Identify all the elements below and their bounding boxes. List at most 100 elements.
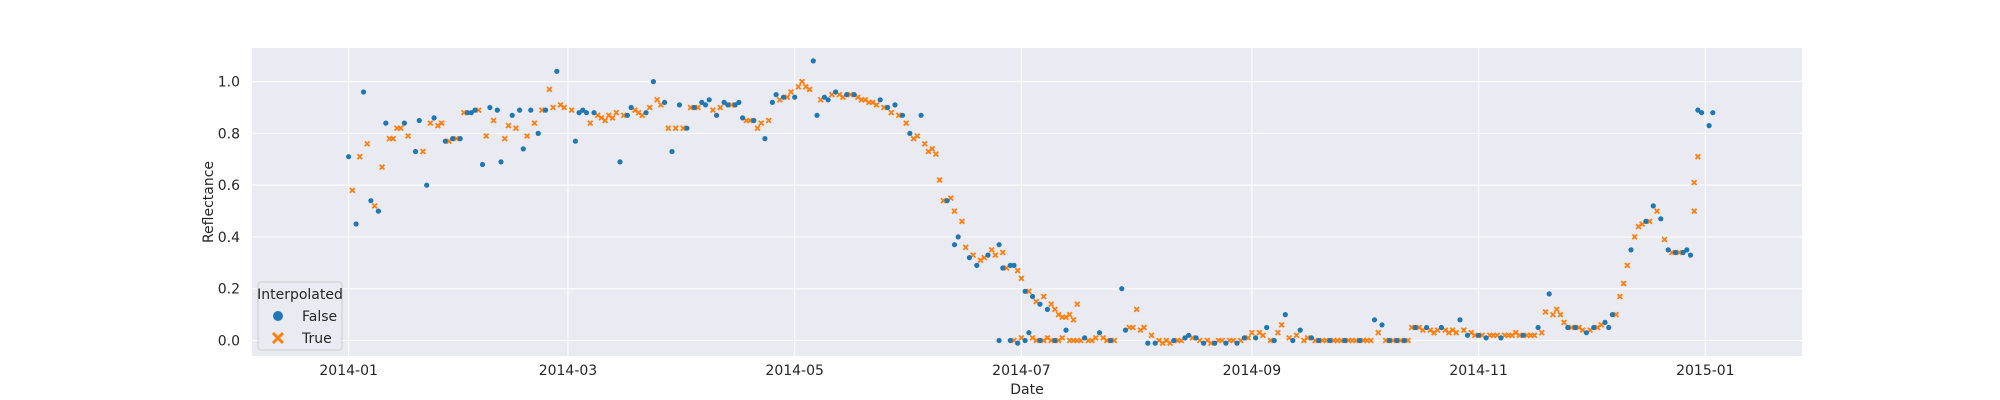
data-point-false — [1572, 324, 1578, 331]
data-point-false — [725, 102, 731, 108]
data-point-false — [1000, 265, 1006, 271]
data-point-true — [550, 104, 557, 111]
data-point-true — [1092, 334, 1099, 341]
data-point-false — [1241, 335, 1247, 341]
data-point-true-stroke — [1051, 306, 1058, 313]
data-point-false — [643, 110, 649, 116]
data-point-true — [1471, 332, 1478, 339]
data-point-true — [531, 120, 538, 127]
data-point-true-stroke — [1033, 298, 1040, 305]
data-point-true-stroke — [1219, 337, 1226, 344]
data-point-true-stroke — [460, 109, 467, 116]
data-point-false — [1026, 330, 1032, 336]
data-point-true-stroke — [1267, 337, 1274, 344]
data-point-true — [1516, 332, 1523, 339]
data-point-false — [528, 107, 534, 113]
data-point-true-stroke — [940, 197, 947, 204]
data-point-true — [1404, 337, 1412, 344]
data-point-false — [1684, 247, 1690, 253]
data-point-true — [1620, 280, 1627, 287]
data-point-false — [702, 102, 709, 108]
data-point-true-stroke — [1691, 179, 1698, 186]
data-point-true-stroke — [538, 107, 545, 114]
data-point-true — [1304, 334, 1311, 341]
data-point-true-stroke — [687, 104, 694, 111]
data-point-true — [847, 91, 854, 98]
data-point-true — [568, 107, 575, 114]
data-point-true-stroke — [1352, 337, 1360, 344]
data-point-true-stroke — [1111, 337, 1118, 344]
data-point-true-stroke — [1070, 316, 1077, 323]
data-point-true-stroke — [1129, 324, 1136, 331]
data-point-true — [1408, 324, 1415, 331]
data-point-true — [1661, 236, 1668, 243]
y-tick-label: 0.2 — [218, 282, 240, 298]
data-point-true-stroke — [1018, 334, 1025, 341]
x-tick-label: 2014-11 — [1449, 363, 1508, 379]
data-point-true-stroke — [550, 104, 557, 111]
data-point-true — [1646, 218, 1653, 225]
data-point-true — [1653, 208, 1661, 215]
data-point-false — [360, 89, 367, 95]
data-point-true-stroke — [836, 91, 843, 98]
data-point-false — [951, 242, 958, 248]
data-point-true-stroke — [483, 132, 490, 140]
data-point-true — [419, 148, 427, 155]
data-point-true — [602, 117, 609, 124]
data-point-true-stroke — [1404, 337, 1412, 344]
data-point-false — [810, 58, 816, 64]
data-point-true-stroke — [1092, 334, 1099, 341]
data-point-true — [806, 86, 813, 93]
data-point-true-stroke — [1274, 329, 1281, 336]
data-point-true-stroke — [524, 132, 531, 140]
data-point-false — [479, 161, 486, 168]
data-point-false — [1606, 324, 1612, 331]
data-point-false — [792, 94, 798, 100]
data-point-false — [966, 255, 973, 261]
legend-label-false: False — [302, 309, 337, 325]
data-point-true — [1066, 311, 1073, 318]
data-point-true-stroke — [895, 112, 902, 119]
data-point-true-stroke — [787, 88, 795, 96]
data-point-true — [1694, 153, 1701, 160]
data-point-true-stroke — [587, 120, 594, 127]
data-point-false — [1699, 110, 1705, 116]
data-point-false — [1201, 340, 1207, 346]
data-point-false — [1082, 335, 1088, 341]
data-point-true-stroke — [654, 96, 661, 103]
data-point-true — [1248, 329, 1255, 336]
data-point-true — [475, 107, 482, 114]
data-point-false — [751, 117, 757, 124]
data-point-true-stroke — [1542, 308, 1549, 316]
data-point-false — [346, 154, 352, 160]
x-tick-label: 2014-03 — [539, 363, 598, 379]
data-point-true — [620, 112, 627, 119]
data-point-true — [609, 114, 616, 121]
data-point-true-stroke — [1416, 324, 1423, 331]
data-point-true-stroke — [958, 218, 966, 225]
data-point-false — [1030, 293, 1036, 300]
data-point-true-stroke — [1100, 334, 1107, 341]
data-point-false — [885, 104, 891, 111]
data-point-true — [687, 104, 694, 111]
data-point-true-stroke — [1293, 332, 1300, 339]
data-point-false — [814, 112, 820, 118]
data-point-true-stroke — [1390, 337, 1397, 344]
data-point-true — [1538, 329, 1545, 336]
data-point-false — [955, 234, 961, 240]
data-point-false — [416, 117, 422, 124]
data-point-false — [825, 97, 831, 103]
data-point-true-stroke — [1691, 208, 1698, 215]
data-point-false — [1386, 337, 1392, 344]
data-point-true-stroke — [1668, 249, 1675, 256]
data-point-true — [1048, 301, 1055, 308]
data-point-false — [851, 92, 857, 98]
data-point-false — [1371, 317, 1378, 323]
data-point-true — [646, 104, 653, 111]
data-point-false — [1145, 340, 1151, 346]
data-point-false — [877, 97, 883, 103]
data-point-false — [1037, 337, 1043, 344]
data-point-false — [833, 89, 839, 95]
data-point-true — [613, 109, 620, 116]
